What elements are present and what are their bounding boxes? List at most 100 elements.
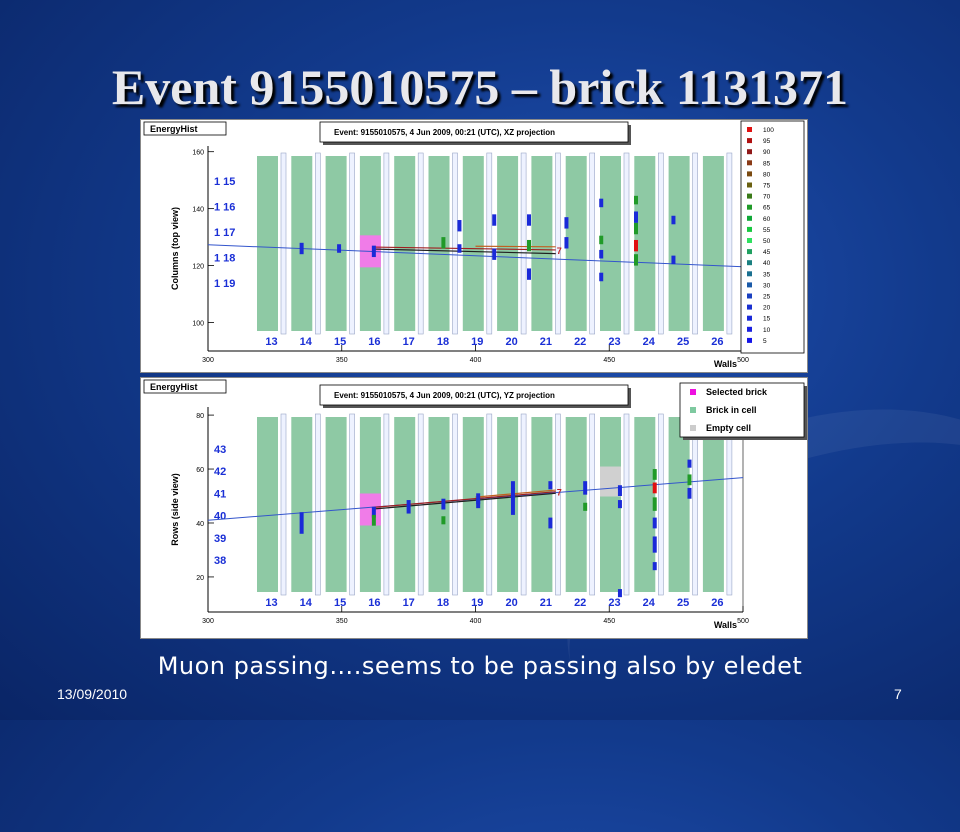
energy-hit [299, 242, 304, 255]
row-label: 40 [214, 511, 226, 523]
tracker-strip [623, 413, 630, 596]
legend-label: 15 [763, 316, 771, 323]
legend-swatch [747, 171, 752, 177]
reconstructed-track [373, 492, 556, 510]
row-label: 38 [214, 555, 226, 567]
chart-title: Event: 9155010575, 4 Jun 2009, 00:21 (UT… [334, 128, 555, 137]
legend-swatch [747, 326, 752, 332]
wall-brick-column [668, 156, 690, 331]
energy-hit [299, 512, 304, 534]
energy-hit [371, 245, 376, 258]
wall-brick-column [497, 156, 519, 331]
energy-hist-label: EnergyHist [150, 124, 198, 134]
row-label: 1 17 [214, 227, 235, 239]
energy-hit [687, 459, 692, 468]
legend-swatch [747, 182, 752, 188]
legend-swatch [747, 226, 752, 232]
title-box [319, 384, 629, 406]
energy-hit [617, 589, 622, 598]
energy-hit [476, 493, 481, 505]
tracker-strip [726, 413, 733, 596]
legend-label: 50 [763, 238, 771, 245]
x-tick-label: 400 [470, 618, 482, 625]
reconstructed-track [373, 491, 556, 508]
energy-hit [527, 214, 531, 226]
energy-hit [583, 502, 588, 511]
energy-hit [634, 239, 638, 252]
legend-label: 5 [763, 338, 767, 345]
tracker-strip [315, 152, 321, 335]
energy-hit [337, 244, 342, 253]
legend-swatch [747, 138, 752, 144]
energy-hit [599, 249, 604, 259]
legend-swatch [747, 315, 752, 321]
energy-scale-legend [740, 120, 805, 354]
energy-hist-label-box [143, 379, 227, 394]
legend-swatch [747, 282, 752, 288]
wall-brick-column [702, 417, 724, 592]
energy-hit [457, 220, 462, 232]
tracker-strip [726, 152, 733, 335]
tracker-strip [692, 152, 698, 335]
legend-swatch [690, 425, 696, 431]
wall-label: 20 [505, 597, 517, 609]
energy-hit [457, 244, 462, 253]
energy-hit [687, 474, 692, 486]
tracker-strip [417, 152, 424, 335]
energy-hist-label: EnergyHist [150, 382, 198, 392]
empty-cell [600, 466, 621, 497]
x-axis-label: Walls [714, 620, 737, 630]
legend-label: 20 [763, 305, 771, 312]
yz-projection-panel: 13 14 15 16 17 18 19 20 21 22 23 24 25 26 43 42 41 40 39 38… [140, 377, 808, 639]
wall-label: 14 [300, 597, 313, 609]
energy-hist-label-box [143, 121, 227, 136]
legend-swatch [747, 127, 752, 132]
reconstructed-track [475, 489, 556, 498]
tracker-strip [383, 413, 390, 596]
selected-brick [359, 493, 381, 526]
row-label: 39 [214, 533, 226, 545]
yz-projection-chart: 13 14 15 16 17 18 19 20 21 22 23 24 25 26 43 42 41 40 39 38… [140, 377, 808, 639]
x-tick-label: 350 [336, 357, 348, 364]
energy-hit [441, 237, 446, 249]
energy-hit [634, 195, 638, 205]
wall-brick-column [702, 156, 724, 331]
energy-hit [652, 497, 657, 511]
energy-hit [510, 487, 515, 515]
wall-label: 25 [677, 336, 689, 348]
wall-label: 21 [540, 597, 552, 609]
wall-label: 26 [711, 597, 723, 609]
wall-brick-column [325, 156, 347, 331]
energy-hit [617, 500, 622, 509]
y-tick-label: 40 [196, 521, 204, 528]
legend-label: 90 [763, 149, 771, 156]
energy-hit [652, 469, 657, 480]
wall-brick-column [668, 417, 690, 592]
legend-label: 45 [763, 249, 771, 256]
wall-brick-column [325, 417, 347, 592]
tracker-strip [692, 413, 698, 596]
tracker-strip [589, 152, 596, 335]
legend-swatch [747, 249, 752, 255]
tracker-strip [589, 413, 596, 596]
legend-swatch [747, 293, 752, 299]
wall-brick-column [257, 156, 278, 331]
wall-label: 16 [368, 597, 380, 609]
wall-brick-column [428, 156, 450, 331]
tracker-strip [486, 413, 493, 596]
x-tick-label: 450 [603, 357, 615, 364]
legend-swatch [690, 389, 696, 395]
wall-brick-column [462, 156, 484, 331]
row-label: 41 [214, 488, 226, 500]
energy-hit [652, 482, 657, 494]
legend-label: Brick in cell [706, 405, 757, 415]
energy-hit [527, 239, 531, 252]
legend-label: 10 [763, 327, 771, 334]
wall-label: 14 [300, 336, 313, 348]
wall-brick-column [257, 417, 278, 592]
wall-brick-column [634, 156, 656, 331]
energy-hit [634, 254, 638, 266]
energy-hit [652, 517, 657, 529]
wall-brick-column [531, 417, 553, 592]
legend-swatch [747, 304, 752, 310]
